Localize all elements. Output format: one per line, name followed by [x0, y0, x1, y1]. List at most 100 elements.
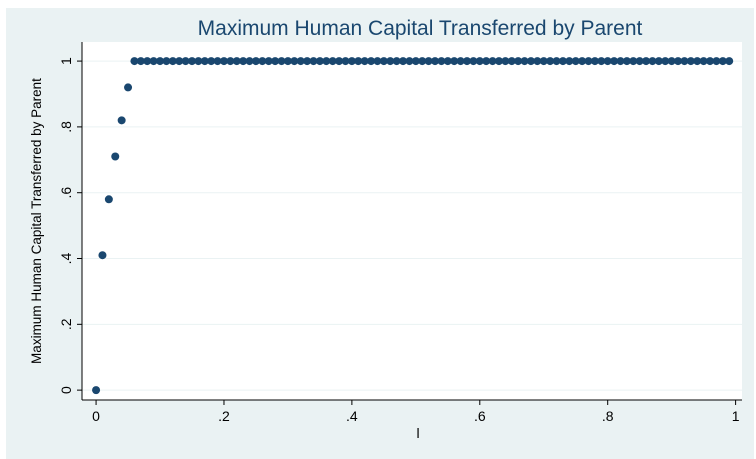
point — [424, 57, 433, 66]
point — [616, 57, 625, 66]
point — [488, 57, 497, 66]
point — [565, 57, 574, 66]
point — [379, 57, 388, 66]
point — [431, 57, 440, 66]
point — [207, 57, 216, 66]
point — [674, 57, 683, 66]
point — [712, 57, 721, 66]
point — [642, 57, 651, 66]
point — [661, 57, 670, 66]
point — [584, 57, 593, 66]
point — [360, 57, 369, 66]
point — [437, 57, 446, 66]
point — [667, 57, 676, 66]
point — [354, 57, 363, 66]
point — [693, 57, 702, 66]
point — [156, 57, 165, 66]
point — [322, 57, 331, 66]
point — [514, 57, 523, 66]
point — [590, 57, 599, 66]
point — [443, 57, 452, 66]
point — [706, 57, 715, 66]
x-tick-label: .6 — [474, 408, 486, 424]
point — [290, 57, 299, 66]
point — [507, 57, 516, 66]
point — [699, 57, 708, 66]
point — [456, 57, 465, 66]
x-tick-label: .8 — [602, 408, 614, 424]
point — [392, 57, 401, 66]
point — [303, 57, 312, 66]
point — [469, 57, 478, 66]
point — [597, 57, 606, 66]
point — [680, 57, 689, 66]
point — [546, 57, 555, 66]
point — [335, 57, 344, 66]
point — [373, 57, 382, 66]
point — [520, 57, 529, 66]
x-tick-label: 1 — [732, 408, 740, 424]
point — [213, 57, 222, 66]
point — [686, 57, 695, 66]
point — [226, 57, 235, 66]
point — [610, 57, 619, 66]
point — [168, 57, 177, 66]
plot-area — [82, 42, 742, 400]
point — [501, 57, 510, 66]
chart-title: Maximum Human Capital Transferred by Par… — [198, 17, 643, 40]
x-tick-label: .4 — [346, 408, 358, 424]
point — [245, 57, 254, 66]
point — [386, 57, 395, 66]
point — [328, 57, 337, 66]
y-tick-label: 0 — [58, 386, 74, 394]
x-tick-label: 0 — [92, 408, 100, 424]
y-axis-label: Maximum Human Capital Transferred by Par… — [29, 78, 44, 364]
point — [635, 57, 644, 66]
point — [188, 57, 196, 66]
point — [200, 57, 209, 66]
point — [181, 57, 190, 66]
point — [271, 57, 280, 66]
point — [117, 116, 126, 125]
point — [399, 57, 408, 66]
point — [558, 57, 567, 66]
point — [149, 57, 158, 66]
x-tick-label: .2 — [218, 408, 230, 424]
point — [494, 57, 503, 66]
point — [622, 57, 631, 66]
x-axis-label: l — [416, 425, 419, 441]
point — [482, 57, 491, 66]
point — [411, 57, 420, 66]
point — [309, 57, 318, 66]
point — [104, 195, 113, 204]
point — [98, 251, 107, 260]
point — [219, 57, 228, 66]
point — [405, 57, 414, 66]
point — [283, 57, 292, 66]
point — [264, 57, 273, 66]
y-tick-label: .6 — [58, 187, 74, 199]
point — [341, 57, 350, 66]
point — [136, 57, 145, 66]
point — [347, 57, 356, 66]
point — [277, 57, 286, 66]
y-tick-label: 1 — [58, 57, 74, 65]
point — [258, 57, 267, 66]
point — [143, 57, 152, 66]
y-tick-label: .4 — [58, 252, 74, 264]
point — [418, 57, 427, 66]
point — [162, 57, 171, 66]
point — [315, 57, 324, 66]
point — [232, 57, 241, 66]
point — [450, 57, 459, 66]
point — [296, 57, 305, 66]
point — [367, 57, 376, 66]
point — [571, 57, 580, 66]
point — [718, 57, 727, 66]
point — [629, 57, 638, 66]
point — [111, 152, 120, 161]
point — [725, 57, 734, 66]
point — [130, 57, 139, 66]
y-tick-label: .8 — [58, 121, 74, 133]
